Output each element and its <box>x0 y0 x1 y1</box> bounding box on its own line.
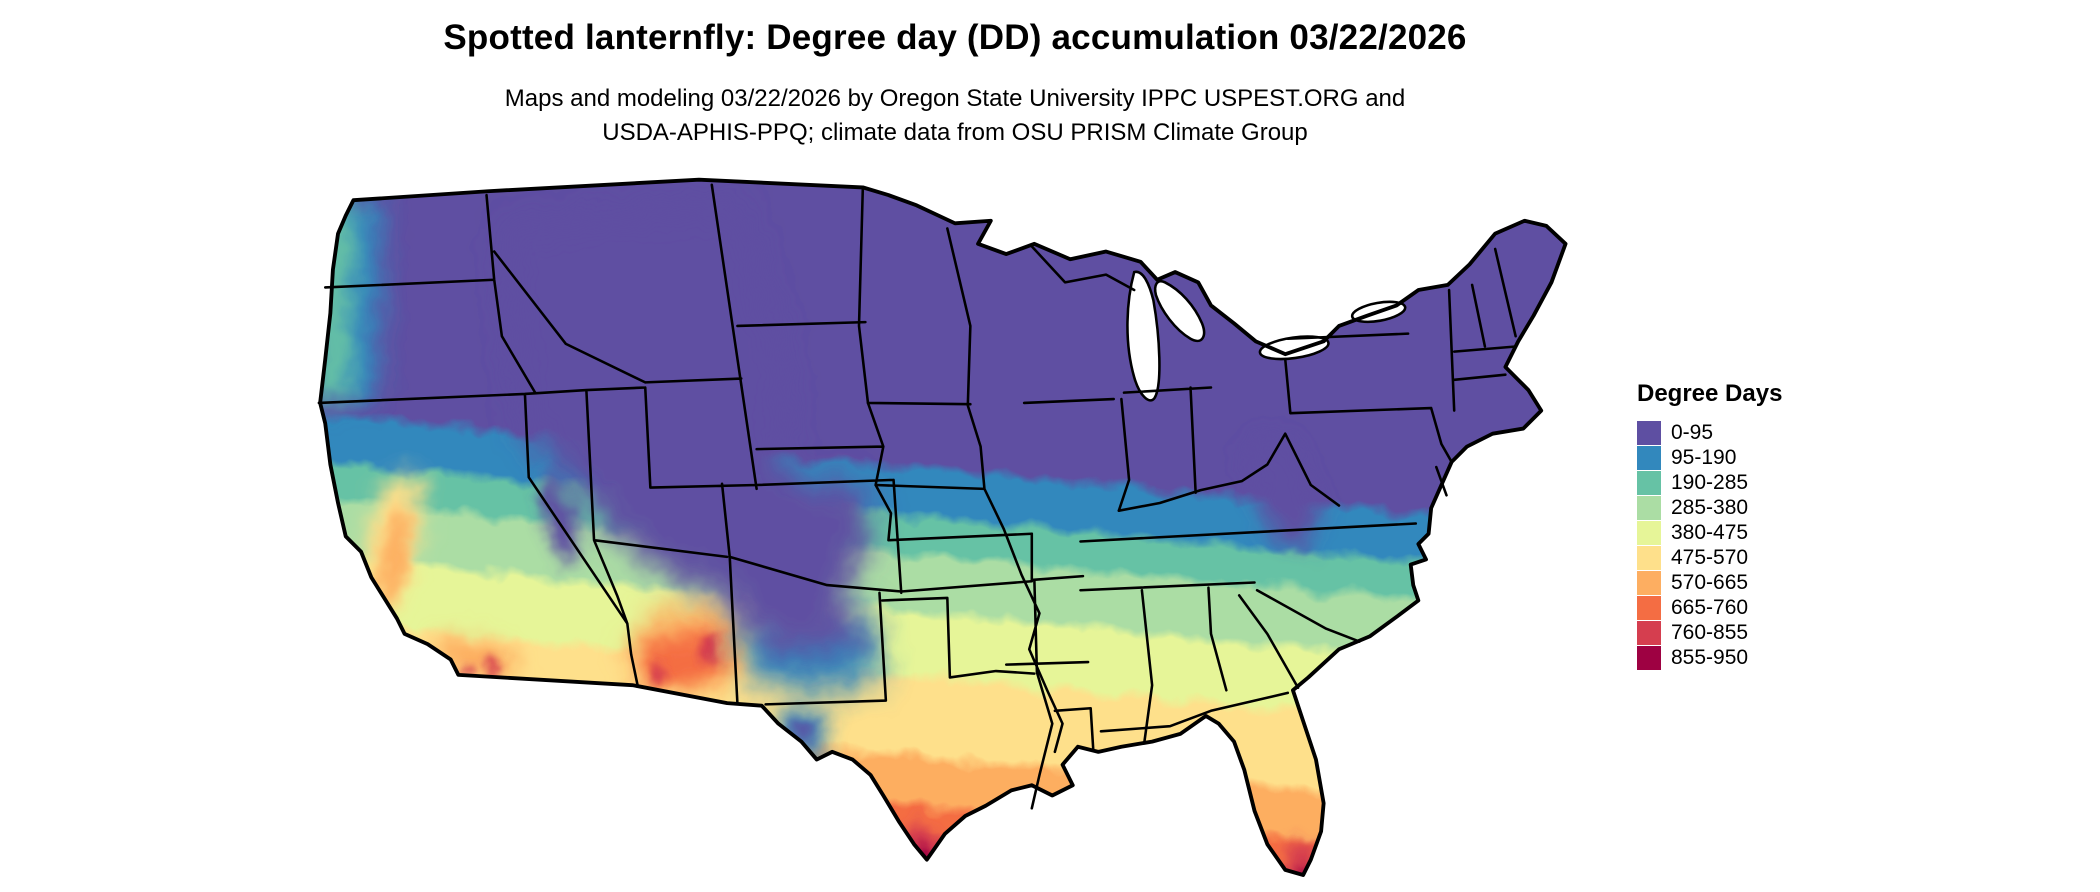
legend-label: 570-665 <box>1671 570 1749 594</box>
legend-swatch <box>1637 595 1661 620</box>
subtitle: Maps and modeling 03/22/2026 by Oregon S… <box>0 82 1910 150</box>
state-borders <box>317 183 1517 810</box>
legend-label: 760-855 <box>1671 620 1749 644</box>
map-fill-layer <box>320 179 1566 876</box>
legend-swatch <box>1637 545 1661 570</box>
legend-item: 285-380 <box>1637 495 1782 520</box>
legend-item: 665-760 <box>1637 595 1782 620</box>
legend-item: 760-855 <box>1637 620 1782 645</box>
legend-title: Degree Days <box>1637 380 1783 407</box>
legend-label: 285-380 <box>1671 495 1749 519</box>
legend: Degree Days 0-95 95-190 190-285 285-380 380-… <box>1637 380 1782 670</box>
legend-item: 855-950 <box>1637 645 1782 670</box>
legend-swatch <box>1637 620 1661 645</box>
legend-label: 0-95 <box>1671 420 1714 444</box>
legend-item: 95-190 <box>1637 445 1782 470</box>
climate-anomalies <box>320 197 1322 876</box>
legend-item: 570-665 <box>1637 570 1782 595</box>
legend-swatch <box>1637 495 1661 520</box>
us-degree-day-map <box>315 172 1595 884</box>
legend-label: 855-950 <box>1671 645 1749 669</box>
us-map-svg <box>317 177 1568 877</box>
lake-michigan <box>1126 270 1161 402</box>
legend-item: 475-570 <box>1637 545 1782 570</box>
lake-huron <box>1153 279 1206 343</box>
legend-swatch <box>1637 520 1661 545</box>
legend-label: 475-570 <box>1671 545 1749 569</box>
legend-label: 380-475 <box>1671 520 1749 544</box>
degree-day-raster <box>320 179 1566 876</box>
legend-swatch <box>1637 570 1661 595</box>
legend-swatch <box>1637 445 1661 470</box>
legend-items: 0-95 95-190 190-285 285-380 380-475 475-570 57… <box>1637 420 1782 670</box>
page-title: Spotted lanternfly: Degree day (DD) accu… <box>443 18 1467 57</box>
subtitle-line-1: Maps and modeling 03/22/2026 by Oregon S… <box>504 85 1406 112</box>
legend-label: 190-285 <box>1671 470 1749 494</box>
header: Spotted lanternfly: Degree day (DD) accu… <box>0 18 1910 150</box>
subtitle-line-2: USDA-APHIS-PPQ; climate data from OSU PR… <box>602 119 1308 146</box>
legend-swatch <box>1637 420 1661 445</box>
legend-item: 190-285 <box>1637 470 1782 495</box>
legend-label: 665-760 <box>1671 595 1749 619</box>
legend-item: 0-95 <box>1637 420 1782 445</box>
legend-swatch <box>1637 645 1661 670</box>
legend-item: 380-475 <box>1637 520 1782 545</box>
legend-label: 95-190 <box>1671 445 1737 469</box>
legend-swatch <box>1637 470 1661 495</box>
